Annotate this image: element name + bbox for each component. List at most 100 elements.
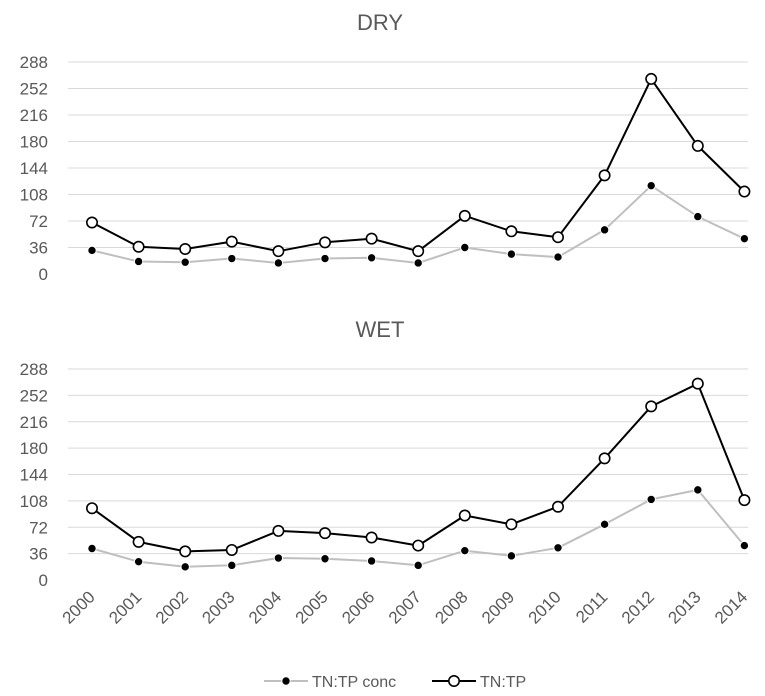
y-tick-label: 288	[20, 53, 48, 72]
data-point	[365, 232, 378, 245]
chart-title: WET	[356, 317, 405, 342]
data-point	[551, 500, 564, 513]
data-point	[693, 485, 703, 495]
data-point	[598, 169, 611, 182]
y-tick-label: 216	[20, 106, 48, 125]
data-point	[320, 554, 330, 564]
data-point	[87, 543, 97, 554]
y-tick-label: 72	[29, 212, 48, 231]
legend-label: TN:TP	[480, 674, 526, 691]
legend-label: TN:TP conc	[312, 674, 396, 691]
data-point	[365, 531, 378, 544]
data-point	[551, 231, 564, 244]
data-point	[132, 240, 145, 253]
y-tick-label: 252	[20, 80, 48, 99]
data-point	[272, 245, 285, 258]
data-point	[599, 225, 610, 235]
data-point	[86, 216, 99, 229]
data-point	[273, 553, 284, 563]
data-point	[505, 225, 518, 238]
y-tick-label: 108	[20, 186, 48, 205]
x-tick-label: 2012	[618, 587, 658, 627]
legend-marker	[447, 674, 460, 687]
x-tick-label: 2008	[431, 587, 471, 627]
data-point	[87, 245, 97, 256]
data-point	[180, 257, 190, 267]
y-tick-label: 108	[20, 492, 48, 511]
data-point	[553, 543, 563, 553]
data-point	[505, 518, 518, 531]
x-tick-label: 2014	[711, 587, 751, 627]
data-point	[320, 253, 330, 264]
y-tick-label: 0	[39, 571, 48, 590]
data-point	[458, 509, 471, 522]
data-point	[180, 562, 190, 572]
x-tick-label: 2010	[525, 587, 565, 627]
data-point	[598, 452, 611, 465]
data-point	[691, 139, 704, 152]
data-point	[599, 519, 610, 530]
data-point	[458, 209, 471, 222]
x-tick-label: 2000	[59, 587, 99, 627]
x-tick-label: 2004	[245, 587, 285, 627]
data-point	[225, 235, 238, 248]
data-point	[413, 258, 423, 268]
y-tick-label: 0	[39, 265, 48, 284]
data-point	[86, 502, 99, 515]
data-point	[506, 249, 517, 259]
data-point	[646, 494, 656, 505]
y-tick-label: 36	[29, 239, 48, 258]
data-point	[738, 185, 751, 198]
data-point	[133, 556, 144, 567]
data-point	[460, 545, 470, 556]
data-point	[273, 258, 284, 268]
data-point	[179, 242, 192, 255]
data-point	[412, 245, 425, 258]
x-tick-label: 2001	[105, 587, 145, 627]
data-point	[272, 524, 285, 537]
data-point	[738, 494, 751, 507]
chart-legend: TN:TP conc TN:TP	[264, 674, 526, 691]
data-point	[318, 236, 331, 249]
data-point	[225, 543, 238, 556]
data-point	[366, 556, 377, 566]
y-tick-label: 180	[20, 439, 48, 458]
data-point	[646, 180, 656, 191]
x-tick-label: 2007	[385, 587, 425, 627]
data-point	[460, 242, 470, 253]
data-point	[691, 377, 704, 390]
legend-marker	[281, 676, 291, 686]
data-point	[227, 253, 237, 264]
y-tick-label: 216	[20, 413, 48, 432]
x-tick-label: 2003	[198, 587, 238, 627]
y-tick-label: 180	[20, 133, 48, 152]
y-tick-label: 288	[20, 360, 48, 379]
data-point	[645, 400, 658, 413]
data-point	[413, 560, 423, 571]
data-point	[553, 252, 563, 262]
x-tick-label: 2005	[292, 587, 332, 627]
data-point	[506, 551, 517, 561]
series-line-tn-tp-conc	[91, 488, 746, 568]
y-tick-label: 72	[29, 518, 48, 537]
data-point	[179, 545, 192, 558]
data-point	[132, 535, 145, 548]
x-tick-label: 2013	[664, 587, 704, 627]
y-tick-label: 36	[29, 545, 48, 564]
x-tick-label: 2009	[478, 587, 518, 627]
data-point	[318, 527, 331, 540]
y-tick-label: 252	[20, 386, 48, 405]
data-point	[739, 540, 750, 551]
data-point	[366, 253, 377, 263]
data-point	[739, 233, 750, 244]
chart-title: DRY	[357, 10, 403, 35]
x-tick-label: 2002	[152, 587, 192, 627]
x-tick-label: 2006	[338, 587, 378, 627]
chart-panel-dry: DRY 0 36 72 108 144 180 216 252 288	[20, 10, 751, 284]
data-point	[645, 72, 658, 85]
data-point	[133, 256, 144, 267]
x-tick-label: 2011	[572, 587, 611, 626]
